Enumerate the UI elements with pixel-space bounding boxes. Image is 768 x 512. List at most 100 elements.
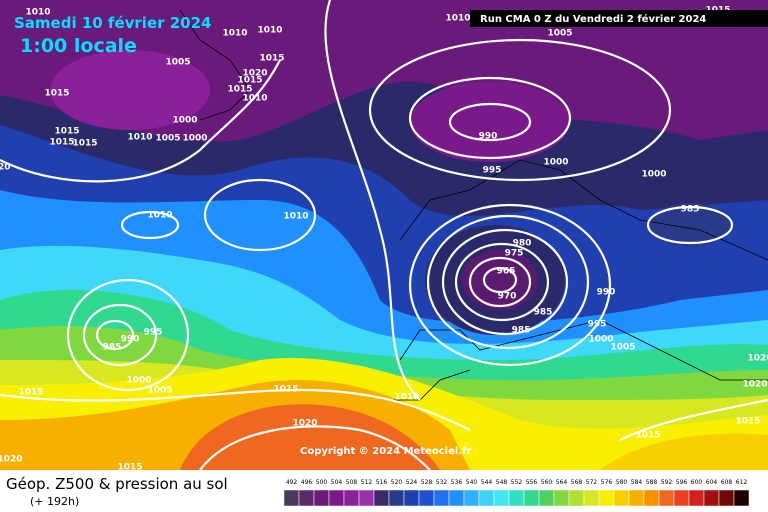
scale-label: 528 <box>421 479 433 486</box>
isobar-label: 1005 <box>165 58 190 68</box>
isobar-label: 1015 <box>259 54 284 64</box>
isobar-labels: 1010101010051015101010101005101510201015… <box>0 6 768 473</box>
isobar-label: 1000 <box>588 335 613 345</box>
run: Run CMA 0 Z du Vendredi 2 février 2024 <box>480 13 706 25</box>
scale-label: 576 <box>601 479 613 486</box>
isobar-label: 1015 <box>117 463 142 473</box>
scale-label: 524 <box>406 479 418 486</box>
scale-swatch <box>523 489 540 507</box>
scale-swatch <box>598 489 615 507</box>
scale-label: 540 <box>466 479 478 486</box>
isobar-label: 1010 <box>222 29 247 39</box>
isobar-label: 1005 <box>547 29 572 39</box>
scale-label: 492 <box>286 479 298 486</box>
header: Samedi 10 février 2024 1:00 locale Run C… <box>14 10 768 57</box>
scale-label: 592 <box>661 479 673 486</box>
date: Samedi 10 février 2024 <box>14 14 211 32</box>
isobar-label: 1010 <box>147 211 172 221</box>
scale-swatch <box>613 489 630 507</box>
scale-swatch <box>703 489 720 507</box>
isobar-label: 975 <box>505 249 524 259</box>
scale-swatch <box>673 489 690 507</box>
scale-swatch <box>298 489 315 507</box>
isobar-label: 980 <box>513 239 532 249</box>
scale-swatch <box>658 489 675 507</box>
scale-swatch <box>493 489 510 507</box>
copyright: Copyright © 2024 Meteociel.fr <box>300 446 471 457</box>
scale-swatch <box>478 489 495 507</box>
isobar-label: 1020 <box>747 354 768 364</box>
scale-swatch <box>388 489 405 507</box>
isobar-label: 1010 <box>445 14 470 24</box>
scale-label: 536 <box>451 479 463 486</box>
scale-label: 572 <box>586 479 598 486</box>
scale-label: 584 <box>631 479 643 486</box>
scale-label: 552 <box>511 479 523 486</box>
isobar-label: 1015 <box>54 127 79 137</box>
color-scale: 492 496 500 504 508 512 516 520 524 528 532 536 540 5… <box>283 479 750 507</box>
scale-swatch <box>628 489 645 507</box>
isobar-label: 965 <box>497 267 516 277</box>
isobar-label: 1010 <box>394 393 419 403</box>
isobar-label: 985 <box>534 308 553 318</box>
isobar-label: 1020 <box>0 163 11 173</box>
background-field <box>0 0 768 470</box>
isobar-label: 1020 <box>242 69 267 79</box>
isobar-label: 995 <box>144 328 163 338</box>
isobar-label: 990 <box>121 335 140 345</box>
scale-swatch <box>448 489 465 507</box>
scale-label: 512 <box>361 479 373 486</box>
scale-swatch <box>583 489 600 507</box>
isobar-label: 1015 <box>18 388 43 398</box>
isobar-label: 1010 <box>257 26 282 36</box>
isobar-label: 1000 <box>641 170 666 180</box>
isobar-label: 1000 <box>182 134 207 144</box>
isobar-label: 995 <box>588 320 607 330</box>
isobar-label: 1000 <box>172 116 197 126</box>
isobars <box>0 0 768 441</box>
scale-swatch <box>508 489 525 507</box>
isobar-label: 970 <box>498 292 517 302</box>
scale-swatch <box>343 489 360 507</box>
isobar-label: 1010 <box>127 133 152 143</box>
scale-label: 532 <box>436 479 448 486</box>
scale-label: 520 <box>391 479 403 486</box>
time: 1:00 locale <box>20 35 137 57</box>
isobar-label: 1020 <box>742 380 767 390</box>
isobar-label: 1010 <box>242 94 267 104</box>
scale-label: 580 <box>616 479 628 486</box>
legend-title: Géop. Z500 & pression au sol <box>6 475 228 493</box>
scale-label: 596 <box>676 479 688 486</box>
scale-label: 608 <box>721 479 733 486</box>
scale-swatch <box>283 489 300 507</box>
isobar-label: 1015 <box>735 417 760 427</box>
isobar-label: 985 <box>681 205 700 215</box>
isobar-label: 1015 <box>635 431 660 441</box>
isobar-label: 1020 <box>0 455 23 465</box>
isobar-label: 1000 <box>543 158 568 168</box>
isobar-label: 1015 <box>273 385 298 395</box>
isobar-label: 1015 <box>72 139 97 149</box>
isobar-label: 1015 <box>227 85 252 95</box>
scale-label: 548 <box>496 479 508 486</box>
scale-swatch <box>688 489 705 507</box>
scale-label: 516 <box>376 479 388 486</box>
isobar-label: 1005 <box>155 134 180 144</box>
scale-swatch <box>463 489 480 507</box>
isobar-label: 1005 <box>610 343 635 353</box>
isobar-label: 990 <box>597 288 616 298</box>
scale-label: 560 <box>541 479 553 486</box>
scale-label: 600 <box>691 479 703 486</box>
scale-swatch <box>373 489 390 507</box>
isobar-label: 1020 <box>292 419 317 429</box>
scale-label: 568 <box>571 479 583 486</box>
scale-swatch <box>433 489 450 507</box>
scale-swatch <box>313 489 330 507</box>
isobar-label: 1005 <box>147 386 172 396</box>
scale-label: 508 <box>346 479 358 486</box>
scale-label: 500 <box>316 479 328 486</box>
isobar-label: 1010 <box>25 8 50 18</box>
scale-label: 504 <box>331 479 343 486</box>
scale-swatch <box>733 489 750 507</box>
